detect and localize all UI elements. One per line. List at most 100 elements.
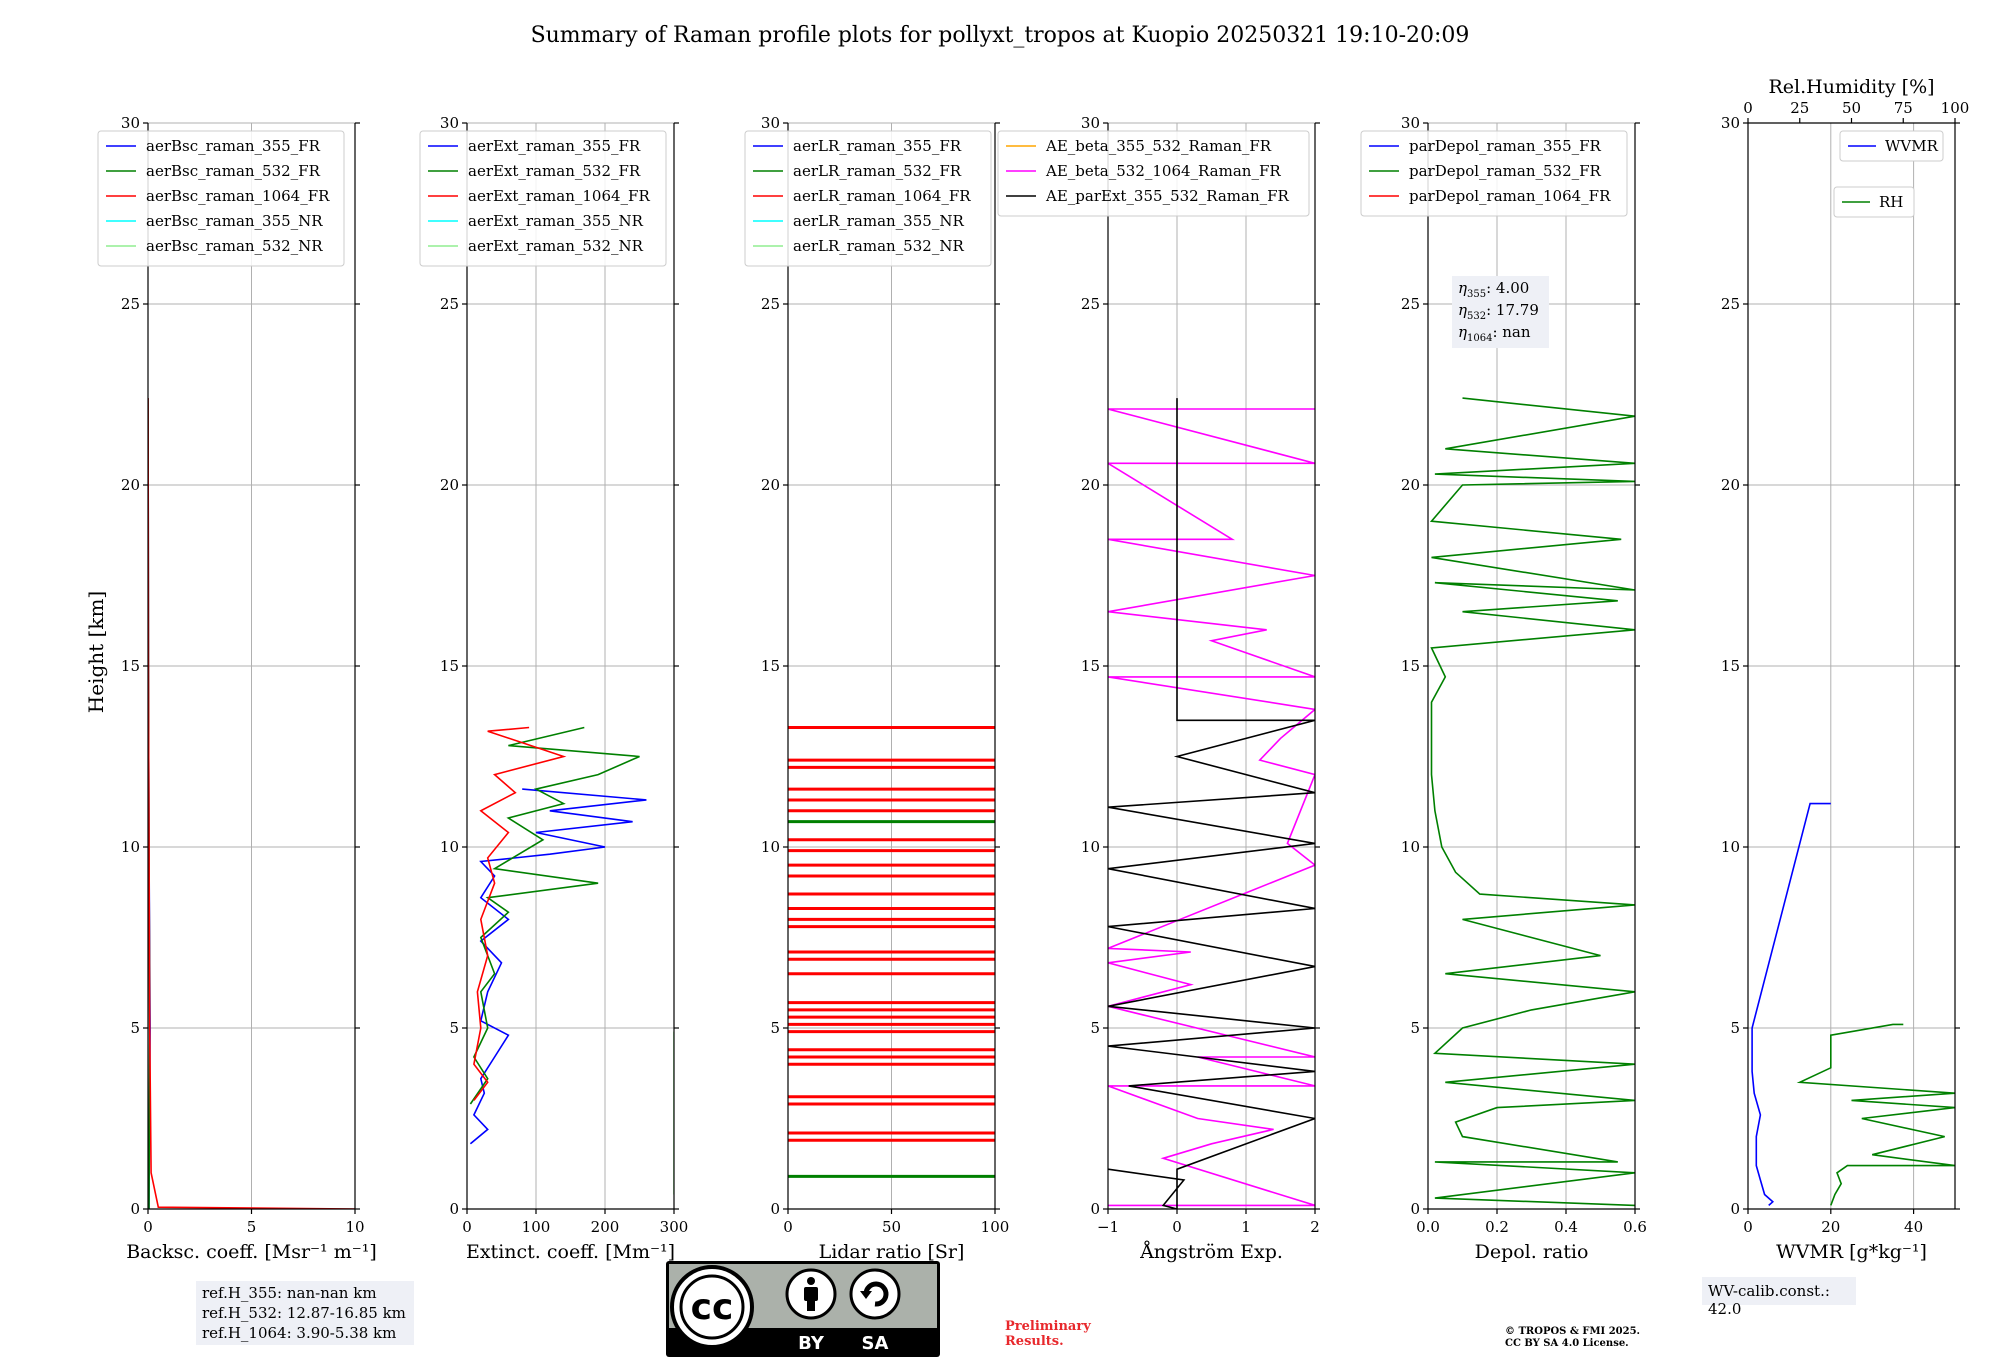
sa-label: SA: [862, 1333, 889, 1354]
wv-calibration-text: WV-calib.const.: 42.0: [1708, 1282, 1830, 1318]
ytick-label: 25: [761, 295, 780, 313]
xtick-label: 0.4: [1554, 1218, 1578, 1236]
series-line-RH: [1796, 1023, 1955, 1206]
xtick-label: 0: [1743, 1218, 1753, 1236]
panel-bsc: 0 5 10 15 20 25 30 0 5 10 Backsc. coeff. [Msr⁻¹ m⁻…: [97, 114, 377, 1263]
series-line-parDepol_raman_532_FR: [1429, 397, 1635, 1207]
legend-label: AE_beta_355_532_Raman_FR: [1045, 137, 1272, 155]
xtick-label: 5: [247, 1218, 257, 1236]
xtick-label: 100: [981, 1218, 1010, 1236]
wv-calibration-box: WV-calib.const.: 42.0: [1702, 1277, 1856, 1318]
xaxis-label: Depol. ratio: [1475, 1241, 1589, 1263]
copyright-note: © TROPOS & FMI 2025. CC BY SA 4.0 Licens…: [1505, 1326, 1640, 1350]
xtick-label: 0: [143, 1218, 153, 1236]
ytick-label: 20: [440, 476, 459, 494]
figure-title: Summary of Raman profile plots for polly…: [531, 23, 1470, 48]
top-xtick-label: 100: [1941, 99, 1970, 117]
reference-height-box: ref.H_355: nan-nan km ref.H_532: 12.87-1…: [196, 1281, 414, 1345]
ytick-label: 10: [440, 838, 459, 856]
legend-label: aerBsc_raman_532_FR: [146, 162, 321, 180]
xtick-label: 50: [882, 1218, 901, 1236]
xtick-label: 0.0: [1416, 1218, 1440, 1236]
eta-532: η532: 17.79: [1458, 301, 1539, 322]
top-xtick-label: 0: [1743, 99, 1753, 117]
ytick-label: 10: [1081, 838, 1100, 856]
legend-label: parDepol_raman_532_FR: [1409, 162, 1602, 180]
series-line-WVMR: [1751, 802, 1831, 1207]
ytick-label: 30: [121, 114, 140, 132]
xtick-label: 300: [660, 1218, 689, 1236]
ref-h-355: ref.H_355: nan-nan km: [202, 1284, 377, 1302]
xtick-label: 0.2: [1485, 1218, 1509, 1236]
xaxis-label: Lidar ratio [Sr]: [819, 1241, 965, 1263]
by-label: BY: [798, 1333, 825, 1354]
ytick-label: 25: [440, 295, 459, 313]
legend-label: aerLR_raman_355_FR: [793, 137, 962, 155]
eta-box: η355: 4.00 η532: 17.79 η1064: nan: [1452, 276, 1549, 348]
ref-h-532: ref.H_532: 12.87-16.85 km: [202, 1304, 406, 1322]
legend-box: [1360, 130, 1628, 217]
legend-box: [419, 130, 667, 267]
ytick-label: 0: [1090, 1200, 1100, 1218]
ytick-label: 25: [1721, 295, 1740, 313]
ytick-label: 15: [1721, 657, 1740, 675]
sa-share-icon: [849, 1268, 901, 1320]
ytick-label: 15: [121, 657, 140, 675]
legend-label: aerBsc_raman_355_FR: [146, 137, 321, 155]
legend-box: [744, 130, 992, 267]
ytick-label: 20: [761, 476, 780, 494]
ytick-label: 0: [449, 1200, 459, 1218]
ytick-label: 5: [130, 1019, 140, 1037]
eta-1064: η1064: nan: [1458, 323, 1531, 344]
legend-label: aerLR_raman_355_NR: [793, 212, 964, 230]
ytick-label: 25: [1081, 295, 1100, 313]
ytick-label: 0: [1410, 1200, 1420, 1218]
preliminary-note: Preliminary Results.: [1005, 1319, 1091, 1349]
series-line-aerExt_raman_355_FR: [469, 788, 647, 1145]
ytick-label: 20: [1401, 476, 1420, 494]
ytick-label: 0: [130, 1200, 140, 1218]
ytick-label: 15: [1081, 657, 1100, 675]
xtick-label: 0: [783, 1218, 793, 1236]
legend-label: WVMR: [1885, 137, 1939, 155]
legend-box: [97, 130, 345, 267]
ytick-label: 15: [761, 657, 780, 675]
xtick-label: −1: [1097, 1218, 1119, 1236]
legend-label: aerExt_raman_532_FR: [468, 162, 641, 180]
legend-label: aerBsc_raman_532_NR: [146, 237, 323, 255]
ytick-label: 25: [121, 295, 140, 313]
cc-by-sa-license-logo: cc BY SA: [666, 1261, 940, 1357]
ytick-label: 10: [1721, 838, 1740, 856]
xaxis-label: Backsc. coeff. [Msr⁻¹ m⁻¹]: [126, 1241, 377, 1263]
xaxis-label: Extinct. coeff. [Mm⁻¹]: [466, 1241, 675, 1263]
ytick-label: 0: [770, 1200, 780, 1218]
legend-label: AE_beta_532_1064_Raman_FR: [1045, 162, 1281, 180]
legend-label: aerBsc_raman_355_NR: [146, 212, 323, 230]
preliminary-line-1: Preliminary: [1005, 1319, 1091, 1334]
top-axis-label: Rel.Humidity [%]: [1768, 76, 1934, 98]
legend-label: aerLR_raman_1064_FR: [793, 187, 971, 205]
top-xtick-label: 50: [1842, 99, 1861, 117]
legend-label: AE_parExt_355_532_Raman_FR: [1045, 187, 1290, 205]
legend-label: aerExt_raman_355_NR: [468, 212, 644, 230]
legend-label: aerExt_raman_355_FR: [468, 137, 641, 155]
copyright-line-1: © TROPOS & FMI 2025.: [1505, 1326, 1641, 1337]
xtick-label: 10: [345, 1218, 364, 1236]
ytick-label: 25: [1401, 295, 1420, 313]
panel-depol: 0 5 10 15 20 25 30 0.0 0.2 0.4 0.6 Depol. ratio parD…: [1360, 114, 1647, 1263]
ytick-label: 10: [761, 838, 780, 856]
ytick-label: 20: [1721, 476, 1740, 494]
ytick-label: 5: [1090, 1019, 1100, 1037]
xtick-label: 0.6: [1623, 1218, 1647, 1236]
ytick-label: 5: [1410, 1019, 1420, 1037]
legend-box: [1833, 186, 1915, 218]
xtick-label: 40: [1904, 1218, 1923, 1236]
y-axis-label: Height [km]: [84, 591, 108, 713]
ytick-label: 30: [761, 114, 780, 132]
series-line-AE_beta_532_1064_Raman_FR: [1108, 408, 1315, 1207]
